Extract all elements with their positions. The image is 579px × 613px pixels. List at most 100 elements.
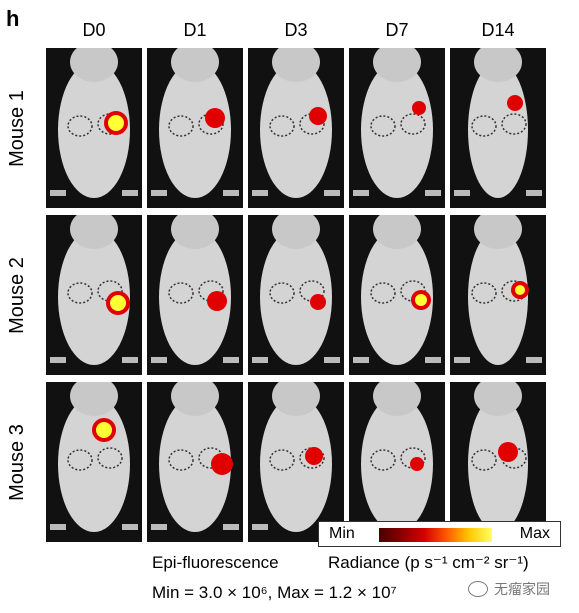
mouse-body (361, 396, 433, 532)
mouse-image (151, 48, 239, 198)
mouse-leg (425, 357, 441, 363)
mouse-head (171, 48, 219, 82)
mouse-head (171, 215, 219, 249)
fluorescence-image-mouse-2-d1 (147, 215, 243, 375)
fluorescence-image-mouse-3-d3 (248, 382, 344, 542)
watermark: 无瘤家园 (468, 579, 550, 599)
signal-core (96, 422, 112, 438)
column-label-d7: D7 (385, 20, 409, 40)
signal-spot (498, 442, 518, 462)
mouse-leg (252, 357, 268, 363)
mouse-body (58, 62, 130, 198)
fluorescence-image-mouse-1-d7 (349, 48, 445, 208)
mouse-body (58, 229, 130, 365)
mouse-leg (151, 190, 167, 196)
tumor-outline (471, 115, 497, 137)
mouse-image (454, 215, 542, 365)
tumor-outline (97, 447, 123, 469)
mouse-leg (122, 524, 138, 530)
mouse-leg (223, 357, 239, 363)
mouse-head (474, 48, 522, 82)
tumor-outline (400, 113, 426, 135)
tumor-outline (471, 282, 497, 304)
mouse-head (272, 48, 320, 82)
mouse-body (361, 229, 433, 365)
mouse-image (252, 48, 340, 198)
fluorescence-image-mouse-2-d14 (450, 215, 546, 375)
column-label-d0: D0 (82, 20, 106, 40)
mouse-head (272, 215, 320, 249)
tumor-outline (370, 282, 396, 304)
mouse-image (151, 215, 239, 365)
mouse-image (353, 215, 441, 365)
fluorescence-image-mouse-2-d7 (349, 215, 445, 375)
tumor-outline (269, 449, 295, 471)
fluorescence-image-mouse-1-d1 (147, 48, 243, 208)
tumor-outline (168, 282, 194, 304)
mouse-leg (526, 357, 542, 363)
signal-spot (205, 108, 225, 128)
mouse-leg (50, 524, 66, 530)
signal-spot (507, 95, 523, 111)
column-label-d3: D3 (284, 20, 308, 40)
mouse-leg (50, 357, 66, 363)
mouse-image (50, 215, 138, 365)
mouse-leg (425, 190, 441, 196)
mouse-body (361, 62, 433, 198)
mouse-head (373, 48, 421, 82)
signal-core (515, 285, 525, 295)
radiance-units-label: Radiance (p s⁻¹ cm⁻² sr⁻¹) (328, 553, 529, 572)
mouse-head (171, 382, 219, 416)
tumor-outline (471, 449, 497, 471)
tumor-outline (370, 115, 396, 137)
tumor-outline (501, 447, 527, 469)
scale-max-label: Max (519, 525, 550, 542)
mouse-image (252, 382, 340, 532)
fluorescence-image-mouse-1-d0 (46, 48, 142, 208)
mouse-leg (353, 357, 369, 363)
fluorescence-image-mouse-2-d0 (46, 215, 142, 375)
signal-core (415, 294, 427, 306)
column-label-d1: D1 (183, 20, 207, 40)
row-label-mouse-1: Mouse 1 (5, 89, 28, 167)
tumor-outline (67, 282, 93, 304)
mouse-body (159, 229, 231, 365)
fluorescence-image-mouse-2-d3 (248, 215, 344, 375)
tumor-outline (299, 447, 325, 469)
mouse-leg (151, 357, 167, 363)
mouse-leg (454, 190, 470, 196)
mouse-leg (223, 524, 239, 530)
mouse-leg (151, 524, 167, 530)
signal-spot (211, 453, 233, 475)
panel-letter: h (6, 6, 20, 31)
mouse-body (468, 229, 528, 365)
mouse-image (454, 48, 542, 198)
mouse-image (252, 215, 340, 365)
tumor-outline (501, 113, 527, 135)
mouse-body (159, 62, 231, 198)
fluorescence-image-mouse-1-d3 (248, 48, 344, 208)
mouse-head (272, 382, 320, 416)
mouse-leg (122, 190, 138, 196)
mouse-image (50, 382, 138, 532)
fluorescence-image-mouse-1-d14 (450, 48, 546, 208)
mouse-image (151, 382, 239, 532)
radiance-scale-bar: Min Max (318, 521, 561, 547)
signal-core (110, 295, 126, 311)
fluorescence-image-mouse-3-d7 (349, 382, 445, 542)
mouse-leg (223, 190, 239, 196)
fluorescence-image-mouse-3-d14 (450, 382, 546, 542)
mouse-leg (50, 190, 66, 196)
tumor-outline (269, 282, 295, 304)
mouse-leg (252, 190, 268, 196)
signal-spot (207, 291, 227, 311)
signal-spot (410, 457, 424, 471)
watermark-text: 无瘤家园 (494, 581, 550, 597)
tumor-outline (168, 115, 194, 137)
scale-gradient (379, 528, 492, 542)
mouse-image (50, 48, 138, 198)
mouse-leg (252, 524, 268, 530)
scale-min-label: Min (329, 525, 355, 542)
mouse-leg (526, 190, 542, 196)
mouse-head (70, 215, 118, 249)
